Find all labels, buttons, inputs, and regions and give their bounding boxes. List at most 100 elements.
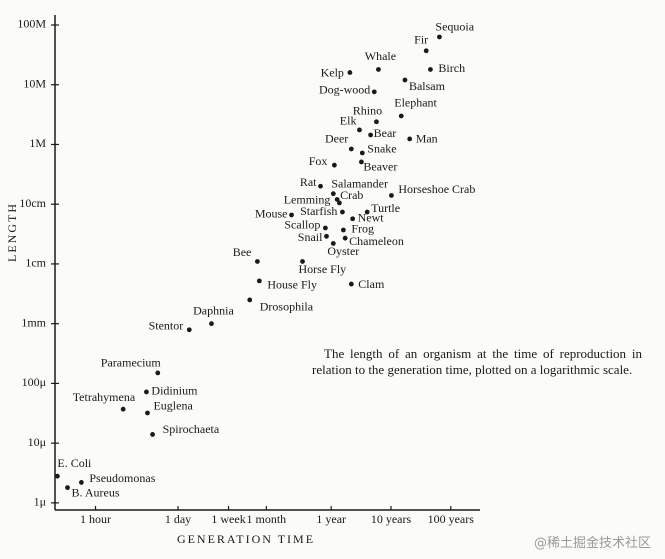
point <box>256 278 262 284</box>
point-label: B. Aureus <box>72 485 120 499</box>
point <box>347 70 353 75</box>
point-label: E. Coli <box>57 456 92 470</box>
point-label: Tetrahymena <box>73 390 136 404</box>
point-label: Elephant <box>394 96 437 110</box>
point <box>336 200 342 206</box>
point-label: Scallop <box>284 218 320 232</box>
point-label: Stentor <box>149 319 184 333</box>
point-label: House Fly <box>267 278 317 292</box>
y-tick-label: 1mm <box>21 315 46 329</box>
point-label: Rhino <box>353 104 382 118</box>
point <box>407 136 413 142</box>
point-label: Crab <box>340 188 363 202</box>
x-tick-label: 10 years <box>371 512 412 526</box>
point-label: Daphnia <box>193 303 234 317</box>
watermark: @稀土掘金技术社区 <box>533 536 651 551</box>
point <box>322 225 328 231</box>
point-label: Spirochaeta <box>163 422 220 436</box>
point-label: Sequoia <box>435 20 474 34</box>
point-label: Snail <box>298 230 323 244</box>
y-tick-label: 10M <box>23 76 46 90</box>
point <box>348 146 354 152</box>
point <box>437 34 442 40</box>
x-tick-label: 1 day <box>165 512 191 526</box>
point-label: Snake <box>367 142 396 156</box>
point <box>318 183 323 189</box>
point-label: Horse Fly <box>299 262 347 276</box>
point-label: Rat <box>300 175 317 189</box>
point-label: Whale <box>365 49 396 63</box>
point <box>145 410 150 416</box>
point <box>350 216 356 222</box>
point <box>289 212 294 218</box>
y-tick-label: 10cm <box>19 196 46 210</box>
point-label: Man <box>416 132 438 146</box>
point-label: Mouse <box>255 207 288 221</box>
point <box>186 327 192 333</box>
point-label: Bear <box>374 126 397 140</box>
point <box>334 197 340 202</box>
y-tick-label: 1cm <box>25 256 46 270</box>
point <box>359 150 365 156</box>
point-label: Dog-wood <box>319 83 370 97</box>
point-label: Balsam <box>409 79 446 93</box>
point <box>428 67 433 72</box>
point-label: Bee <box>233 245 252 259</box>
point <box>342 235 348 241</box>
point <box>340 227 346 233</box>
point-label: Frog <box>351 222 374 236</box>
point <box>364 209 370 215</box>
point-label: Fox <box>309 154 328 168</box>
point <box>340 209 345 215</box>
point <box>150 432 155 437</box>
point <box>120 406 126 412</box>
point-label: Pseudomonas <box>89 471 155 485</box>
point-label: Turtle <box>371 201 400 215</box>
point-label: Kelp <box>321 65 344 79</box>
x-tick-label: 1 week <box>211 512 245 526</box>
point-label: Horseshoe Crab <box>398 182 475 196</box>
x-tick-label: 1 hour <box>80 512 111 526</box>
point <box>371 89 377 95</box>
point-label: Didinium <box>151 384 198 398</box>
y-axis-title: LENGTH <box>5 202 19 262</box>
point <box>330 191 336 197</box>
point <box>374 119 379 125</box>
point-label: Oyster <box>327 244 359 258</box>
y-tick-label: 100μ <box>22 375 46 389</box>
x-tick-label: 1 year <box>316 512 346 526</box>
point <box>358 159 364 165</box>
y-tick-label: 1M <box>29 136 46 150</box>
point <box>254 259 260 264</box>
point <box>402 77 408 83</box>
point <box>398 113 404 119</box>
point <box>65 485 70 491</box>
point-label: Beaver <box>363 160 397 174</box>
point-label: Deer <box>325 132 348 146</box>
point <box>155 370 161 376</box>
point <box>78 480 84 485</box>
point-label: Drosophila <box>260 300 314 314</box>
point <box>54 473 60 479</box>
point-label: Elk <box>340 114 357 128</box>
x-axis-title: GENERATION TIME <box>177 532 315 546</box>
caption: The length of an organism at the time of… <box>312 346 642 377</box>
point <box>357 127 362 133</box>
point-label: Salamander <box>331 176 388 190</box>
point <box>324 233 329 239</box>
point <box>368 132 374 138</box>
point-label: Lemming <box>284 193 331 207</box>
point <box>247 297 253 303</box>
point <box>144 389 149 395</box>
point-label: Chameleon <box>349 234 404 248</box>
point-label: Starfish <box>300 204 337 218</box>
point-label: Birch <box>438 61 465 75</box>
y-tick-label: 100M <box>17 17 46 31</box>
point <box>331 162 337 168</box>
x-tick-label: 100 years <box>428 512 475 526</box>
y-tick-label: 1μ <box>34 495 46 509</box>
point-label: Paramecium <box>101 356 162 370</box>
point <box>209 321 214 327</box>
